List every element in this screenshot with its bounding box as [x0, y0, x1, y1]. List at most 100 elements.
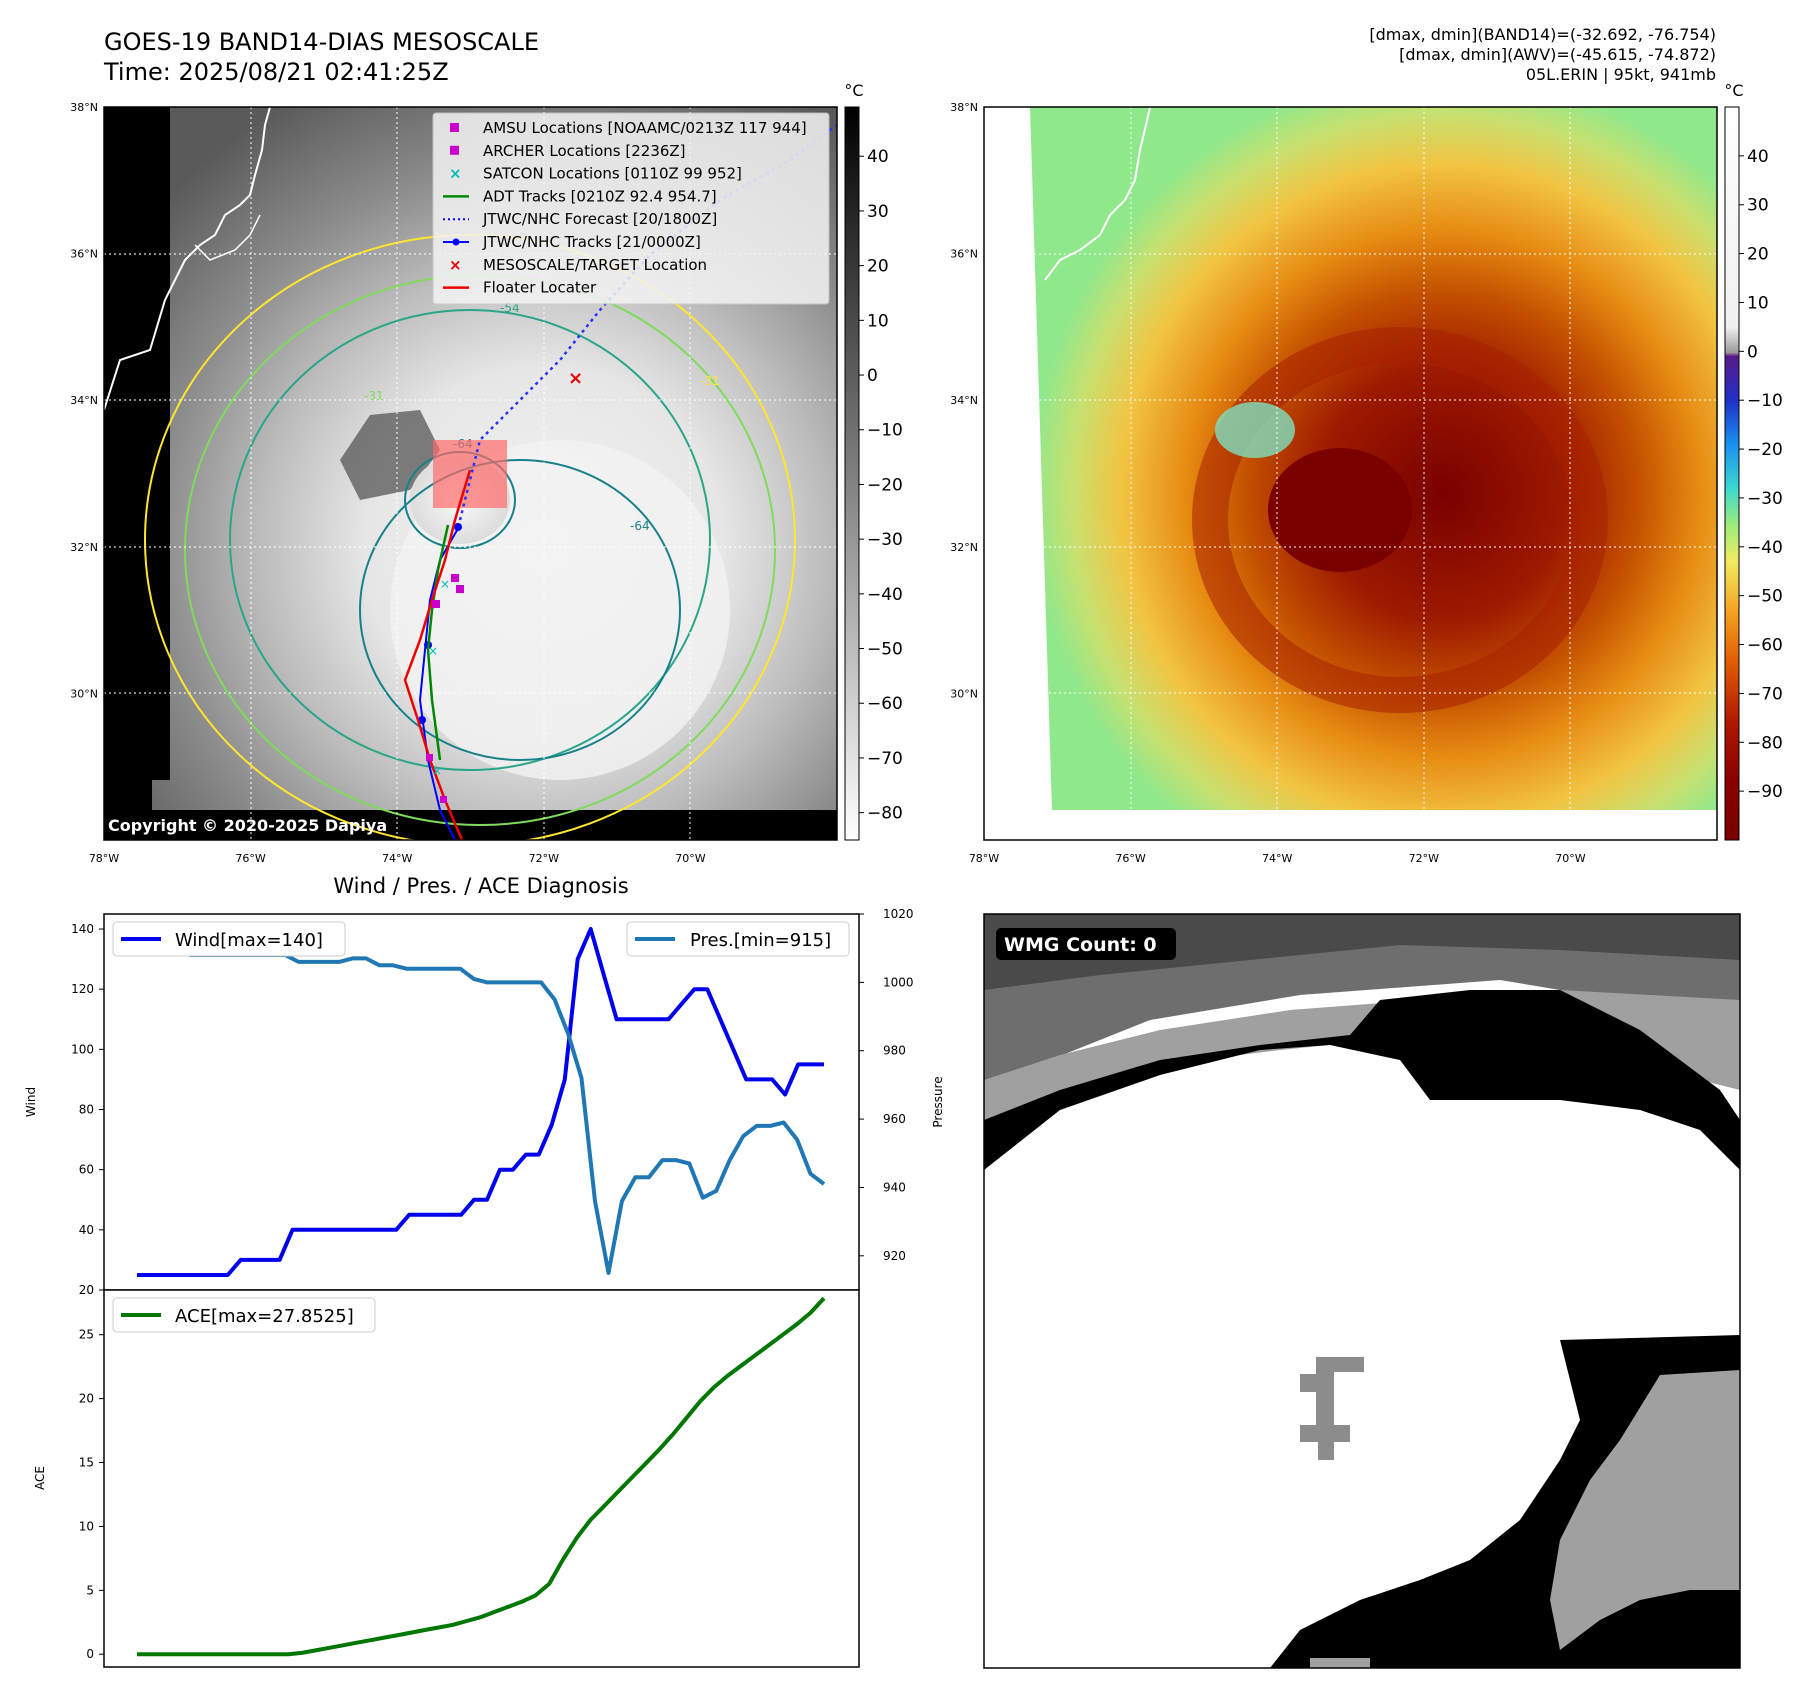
lon-label: 74°W: [382, 852, 412, 865]
lon-label: 76°W: [235, 852, 265, 865]
enhanced-coastline: [1044, 107, 1151, 281]
lat-label: 32°N: [950, 541, 978, 554]
lon-label: 78°W: [969, 852, 999, 865]
wmg-frame: [983, 913, 1741, 1669]
colorbar-tick-label: 30: [867, 202, 889, 222]
ace-legend-label: ACE[max=27.8525]: [175, 1306, 354, 1327]
pressure-axis-tick-label: 920: [883, 1249, 906, 1263]
lat-label: 34°N: [70, 394, 98, 407]
ace-chart: 0 5 10 15 20 25 ACE ACE[max=27.8525]: [33, 1289, 860, 1668]
lon-label: 72°W: [529, 852, 559, 865]
lon-label: 76°W: [1115, 852, 1145, 865]
coastline-inlet: [194, 214, 261, 261]
satcon-marker-3: ×: [432, 764, 442, 778]
colorbar-tick-label: 10: [1747, 293, 1769, 313]
lon-label: 70°W: [1555, 852, 1585, 865]
colorbar-tick-label: −40: [1747, 538, 1783, 558]
enhanced-colorbar: [1724, 106, 1740, 841]
wmg-mid-gray-band: [984, 945, 1740, 1090]
nhc-track-point-1: [454, 523, 462, 531]
pressure-axis-tick-label: 1020: [883, 907, 914, 921]
legend-label-6: MESOSCALE/TARGET Location: [483, 256, 707, 274]
info-line3: 05L.ERIN | 95kt, 941mb: [1526, 65, 1716, 84]
colorbar-tick-label: 20: [867, 257, 889, 277]
enhanced-colorbar-ticks: 40 30 20 10 0 −10 −20 −30 −40 −50 −60 −70 −80 −90: [1739, 147, 1783, 802]
nhc-track-point-3: [418, 716, 426, 724]
lat-label: 36°N: [950, 248, 978, 261]
ace-axis-label: ACE: [33, 1466, 47, 1490]
pressure-axis-tick-label: 960: [883, 1112, 906, 1126]
enhanced-rainband: [1192, 327, 1608, 713]
wind-pressure-chart: 20 40 60 80 100 120 140 920 940 960 980 1000 1020 Win…: [24, 907, 945, 1297]
wind-legend-label: Wind[max=140]: [175, 930, 323, 951]
legend-label-4: JTWC/NHC Forecast [20/1800Z]: [482, 210, 717, 228]
legend-label-7: Floater Locater: [483, 279, 597, 297]
contour-mid-teal: [229, 309, 711, 771]
archer-marker-1: [432, 600, 440, 608]
colorbar-tick-label: −50: [867, 640, 903, 660]
contour-label-4: -31: [364, 389, 384, 403]
wmg-gray-bottom-strip: [1310, 1658, 1370, 1668]
legend-label-5: JTWC/NHC Tracks [21/0000Z]: [482, 233, 701, 251]
amsu-marker-2: [456, 585, 464, 593]
colorbar-tick-label: −30: [1747, 489, 1783, 509]
wmg-black-arc: [984, 990, 1740, 1170]
figure-title-line2: Time: 2025/08/21 02:41:25Z: [103, 58, 449, 86]
wind-axis-tick-label: 60: [79, 1163, 94, 1177]
colorbar-tick-label: −10: [867, 421, 903, 441]
copyright-text: Copyright © 2020-2025 Dapiya: [108, 816, 387, 835]
target-location-marker: ×: [568, 368, 583, 389]
colorbar-tick-label: −70: [867, 749, 903, 769]
colorbar-tick-label: −90: [1747, 782, 1783, 802]
track-legend: AMSU Locations [NOAAMC/0213Z 117 944] ARC…: [432, 112, 830, 305]
wind-axis-tick-label: 80: [79, 1103, 94, 1117]
legend-box: [432, 112, 830, 305]
colorbar-tick-label: 40: [867, 147, 889, 167]
ace-legend-box: [112, 1297, 376, 1333]
dark-moat: [340, 410, 440, 500]
ir-map-tick-labels: 38°N 36°N 34°N 32°N 30°N 78°W 76°W 74°W 72°W 70°W: [70, 101, 705, 865]
colorbar-tick-label: −50: [1747, 587, 1783, 607]
enhanced-cyan-moat: [1215, 402, 1295, 458]
colorbar-tick-label: −80: [1747, 733, 1783, 753]
legend-marker-1: [450, 145, 459, 155]
legend-marker-2: ×: [449, 165, 462, 183]
archer-marker-2: [426, 754, 433, 761]
pressure-axis-tick-label: 980: [883, 1044, 906, 1058]
ace-axis-tick-label: 25: [79, 1328, 94, 1342]
wind-series-line: [137, 927, 824, 1277]
enhanced-map-frame: [983, 106, 1718, 841]
amsu-marker-1: [451, 574, 459, 582]
lat-label: 32°N: [70, 541, 98, 554]
colorbar-tick-label: −20: [1747, 440, 1783, 460]
pressure-legend-label: Pres.[min=915]: [690, 930, 831, 951]
wind-axis-tick-label: 120: [71, 982, 94, 996]
ir-colorbar-ticks: 40 30 20 10 0 −10 −20 −30 −40 −50 −60 −70 −80: [859, 147, 903, 824]
colorbar-tick-label: −60: [867, 694, 903, 714]
wind-axis-label: Wind: [24, 1087, 38, 1117]
colorbar-tick-label: −10: [1747, 391, 1783, 411]
wmg-panel: [984, 914, 1740, 1668]
ace-axis-tick-label: 15: [79, 1456, 94, 1470]
lat-label: 36°N: [70, 248, 98, 261]
wmg-gray-glyph: [1300, 1357, 1364, 1460]
contour-label-3: -64: [630, 519, 650, 533]
info-line2: [dmax, dmin](AWV)=(-45.615, -74.872): [1399, 45, 1716, 64]
archer-marker-3: [440, 796, 447, 803]
info-line1: [dmax, dmin](BAND14)=(-32.692, -76.754): [1369, 25, 1716, 44]
contour-label-5: -31: [700, 374, 720, 388]
no-data-strip: [104, 107, 152, 840]
legend-label-2: SATCON Locations [0110Z 99 952]: [483, 165, 742, 183]
satcon-marker-2: ×: [428, 644, 438, 658]
pressure-axis-tick-label: 940: [883, 1180, 906, 1194]
ace-axis-tick-label: 10: [79, 1519, 94, 1533]
ace-series-line: [137, 1296, 826, 1657]
lon-label: 70°W: [675, 852, 705, 865]
legend-label-0: AMSU Locations [NOAAMC/0213Z 117 944]: [483, 119, 807, 137]
legend-label-3: ADT Tracks [0210Z 92.4 954.7]: [483, 187, 717, 205]
legend-marker-0: [450, 123, 459, 132]
colorbar-tick-label: 30: [1747, 196, 1769, 216]
ace-chart-frame: [103, 1289, 860, 1668]
colorbar-tick-label: 0: [1747, 342, 1758, 362]
colorbar-tick-label: 20: [1747, 245, 1769, 265]
